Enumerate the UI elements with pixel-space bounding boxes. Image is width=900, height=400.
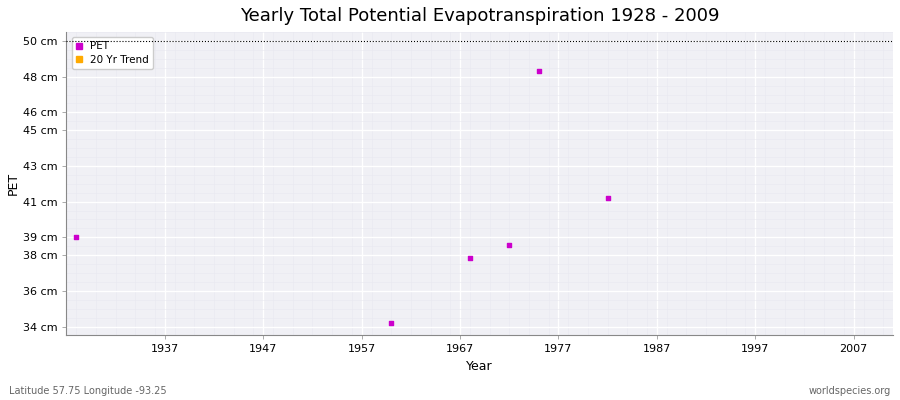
Y-axis label: PET: PET xyxy=(7,172,20,195)
Title: Yearly Total Potential Evapotranspiration 1928 - 2009: Yearly Total Potential Evapotranspiratio… xyxy=(240,7,719,25)
Point xyxy=(463,255,477,261)
X-axis label: Year: Year xyxy=(466,360,493,373)
Text: Latitude 57.75 Longitude -93.25: Latitude 57.75 Longitude -93.25 xyxy=(9,386,166,396)
Point xyxy=(69,234,84,240)
Text: worldspecies.org: worldspecies.org xyxy=(809,386,891,396)
Legend: PET, 20 Yr Trend: PET, 20 Yr Trend xyxy=(72,37,153,69)
Point xyxy=(600,195,615,201)
Point xyxy=(532,68,546,74)
Point xyxy=(384,320,399,326)
Point xyxy=(502,242,517,248)
